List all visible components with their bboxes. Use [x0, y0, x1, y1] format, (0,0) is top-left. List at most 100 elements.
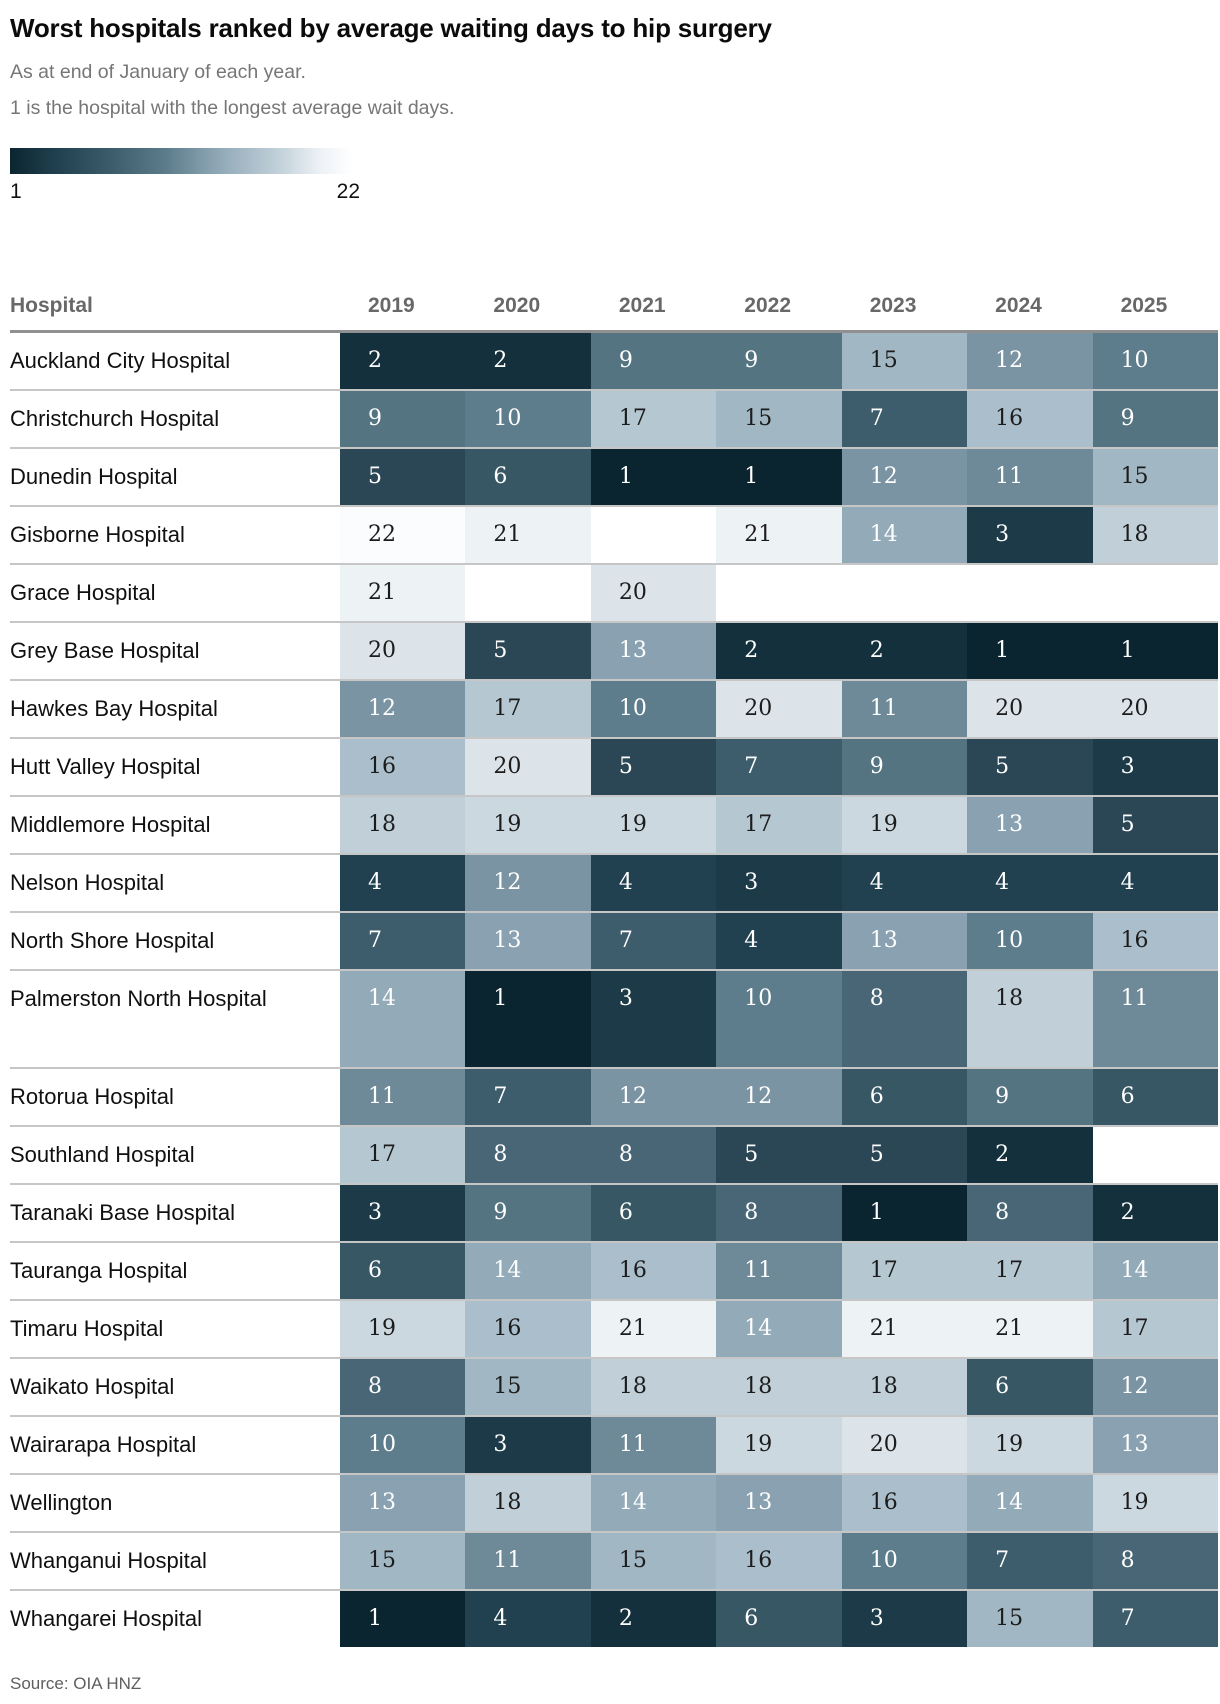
heatmap-cell: 12	[716, 1069, 842, 1125]
year-column-header: 2023	[869, 294, 917, 317]
legend-max-label: 22	[336, 180, 360, 203]
heatmap-cell-empty	[590, 507, 717, 563]
table-row: Tauranga Hospital 6 14 16 11 17 17 14	[10, 1243, 1218, 1301]
source-attribution: Source: OIA HNZ	[10, 1674, 142, 1693]
heatmap-cell: 12	[590, 1069, 717, 1125]
heatmap-cell: 5	[1092, 797, 1218, 853]
heatmap-cell: 6	[841, 1069, 968, 1125]
heatmap-cell: 17	[967, 1243, 1093, 1299]
table-row: Timaru Hospital 19 16 21 14 21 21 17	[10, 1301, 1218, 1359]
heatmap-cell: 15	[967, 1591, 1093, 1647]
heatmap-cell: 8	[465, 1127, 591, 1183]
heatmap-cell: 11	[1092, 971, 1218, 1067]
heatmap-cell: 20	[340, 623, 466, 679]
heatmap-cell: 21	[465, 507, 591, 563]
heatmap-cell: 7	[841, 391, 968, 447]
hospital-label: Rotorua Hospital	[10, 1084, 174, 1109]
heatmap-cell: 20	[590, 565, 717, 621]
heatmap-cell: 6	[590, 1185, 717, 1241]
heatmap-cell-empty	[465, 565, 591, 621]
heatmap-cell: 17	[716, 797, 842, 853]
heatmap-cell: 1	[465, 971, 591, 1067]
table-row: Hutt Valley Hospital 16 20 5 7 9 5 3	[10, 739, 1218, 797]
heatmap-cell: 11	[590, 1417, 717, 1473]
heatmap-cell: 14	[716, 1301, 842, 1357]
color-scale-legend: 1 22	[10, 148, 1210, 204]
heatmap-cell: 5	[967, 739, 1093, 795]
heatmap-cell: 16	[716, 1533, 842, 1589]
heatmap-cell: 10	[716, 971, 842, 1067]
heatmap-cell: 10	[465, 391, 591, 447]
heatmap-cell: 6	[716, 1591, 842, 1647]
heatmap-cell: 7	[590, 913, 717, 969]
heatmap-cell: 1	[967, 623, 1093, 679]
heatmap-cell: 14	[590, 1475, 717, 1531]
table-row: Whangarei Hospital 1 4 2 6 3 15 7	[10, 1591, 1218, 1647]
year-column-header: 2022	[744, 294, 791, 317]
heatmap-cell: 16	[340, 739, 466, 795]
heatmap-cell: 13	[841, 913, 968, 969]
heatmap-cell-empty	[967, 565, 1093, 621]
heatmap-cell: 5	[465, 623, 591, 679]
heatmap-cell: 12	[465, 855, 591, 911]
heatmap-cell: 11	[716, 1243, 842, 1299]
heatmap-cell: 16	[465, 1301, 591, 1357]
heatmap-cell: 9	[841, 739, 968, 795]
heatmap-cell: 18	[716, 1359, 842, 1415]
heatmap-cell: 19	[716, 1417, 842, 1473]
hospital-label: Hutt Valley Hospital	[10, 754, 201, 779]
heatmap-cell: 1	[1092, 623, 1218, 679]
heatmap-cell-empty	[716, 565, 842, 621]
heatmap-cell: 15	[1092, 449, 1218, 505]
heatmap-cell: 15	[590, 1533, 717, 1589]
heatmap-cell: 12	[340, 681, 466, 737]
chart-title: Worst hospitals ranked by average waitin…	[10, 13, 772, 43]
heatmap-cell: 20	[465, 739, 591, 795]
heatmap-cell-empty	[1092, 1127, 1218, 1183]
heatmap-cell: 9	[716, 333, 842, 389]
hospital-label: Southland Hospital	[10, 1142, 195, 1167]
heatmap-cell: 13	[716, 1475, 842, 1531]
heatmap-cell: 20	[716, 681, 842, 737]
heatmap-cell: 14	[1092, 1243, 1218, 1299]
heatmap-cell: 9	[1092, 391, 1218, 447]
hospital-label: Whanganui Hospital	[10, 1548, 207, 1573]
heatmap-cell: 1	[716, 449, 842, 505]
hospital-label: Auckland City Hospital	[10, 348, 231, 373]
heatmap-cell: 2	[465, 333, 591, 389]
hospital-label: Middlemore Hospital	[10, 812, 211, 837]
heatmap-cell: 14	[465, 1243, 591, 1299]
hospital-label: Grace Hospital	[10, 580, 156, 605]
heatmap-cell: 14	[340, 971, 466, 1067]
heatmap-cell: 11	[841, 681, 968, 737]
heatmap-cell: 19	[841, 797, 968, 853]
hospital-label: Wairarapa Hospital	[10, 1432, 197, 1457]
gradient-bar-icon	[10, 148, 352, 174]
table-row: Wairarapa Hospital 10 3 11 19 20 19 13	[10, 1417, 1218, 1475]
heatmap-cell: 21	[716, 507, 842, 563]
heatmap-cell: 2	[1092, 1185, 1218, 1241]
heatmap-cell: 3	[841, 1591, 968, 1647]
heatmap-cell: 4	[1092, 855, 1218, 911]
year-column-header: 2020	[493, 294, 541, 317]
heatmap-cell: 3	[465, 1417, 591, 1473]
heatmap-cell: 19	[340, 1301, 466, 1357]
heatmap-cell: 8	[716, 1185, 842, 1241]
heatmap-cell: 10	[590, 681, 717, 737]
heatmap-cell: 18	[967, 971, 1093, 1067]
chart-note: 1 is the hospital with the longest avera…	[10, 97, 455, 119]
table-row: Gisborne Hospital 22 21 21 14 3 18	[10, 507, 1218, 565]
heatmap-cell: 7	[716, 739, 842, 795]
heatmap-cell: 18	[465, 1475, 591, 1531]
heatmap-cell: 13	[340, 1475, 466, 1531]
table-row: Taranaki Base Hospital 3 9 6 8 1 8 2	[10, 1185, 1218, 1243]
heatmap-cell: 5	[340, 449, 466, 505]
hospital-label: Nelson Hospital	[10, 870, 165, 895]
heatmap-cell: 12	[967, 333, 1093, 389]
table-row: Whanganui Hospital 15 11 15 16 10 7 8	[10, 1533, 1218, 1591]
table-body: Auckland City Hospital 2 2 9 9 15 12 10 Christch…	[10, 333, 1218, 1647]
heatmap-cell: 4	[340, 855, 466, 911]
heatmap-cell: 21	[841, 1301, 968, 1357]
heatmap-cell: 2	[716, 623, 842, 679]
heatmap-cell: 16	[967, 391, 1093, 447]
